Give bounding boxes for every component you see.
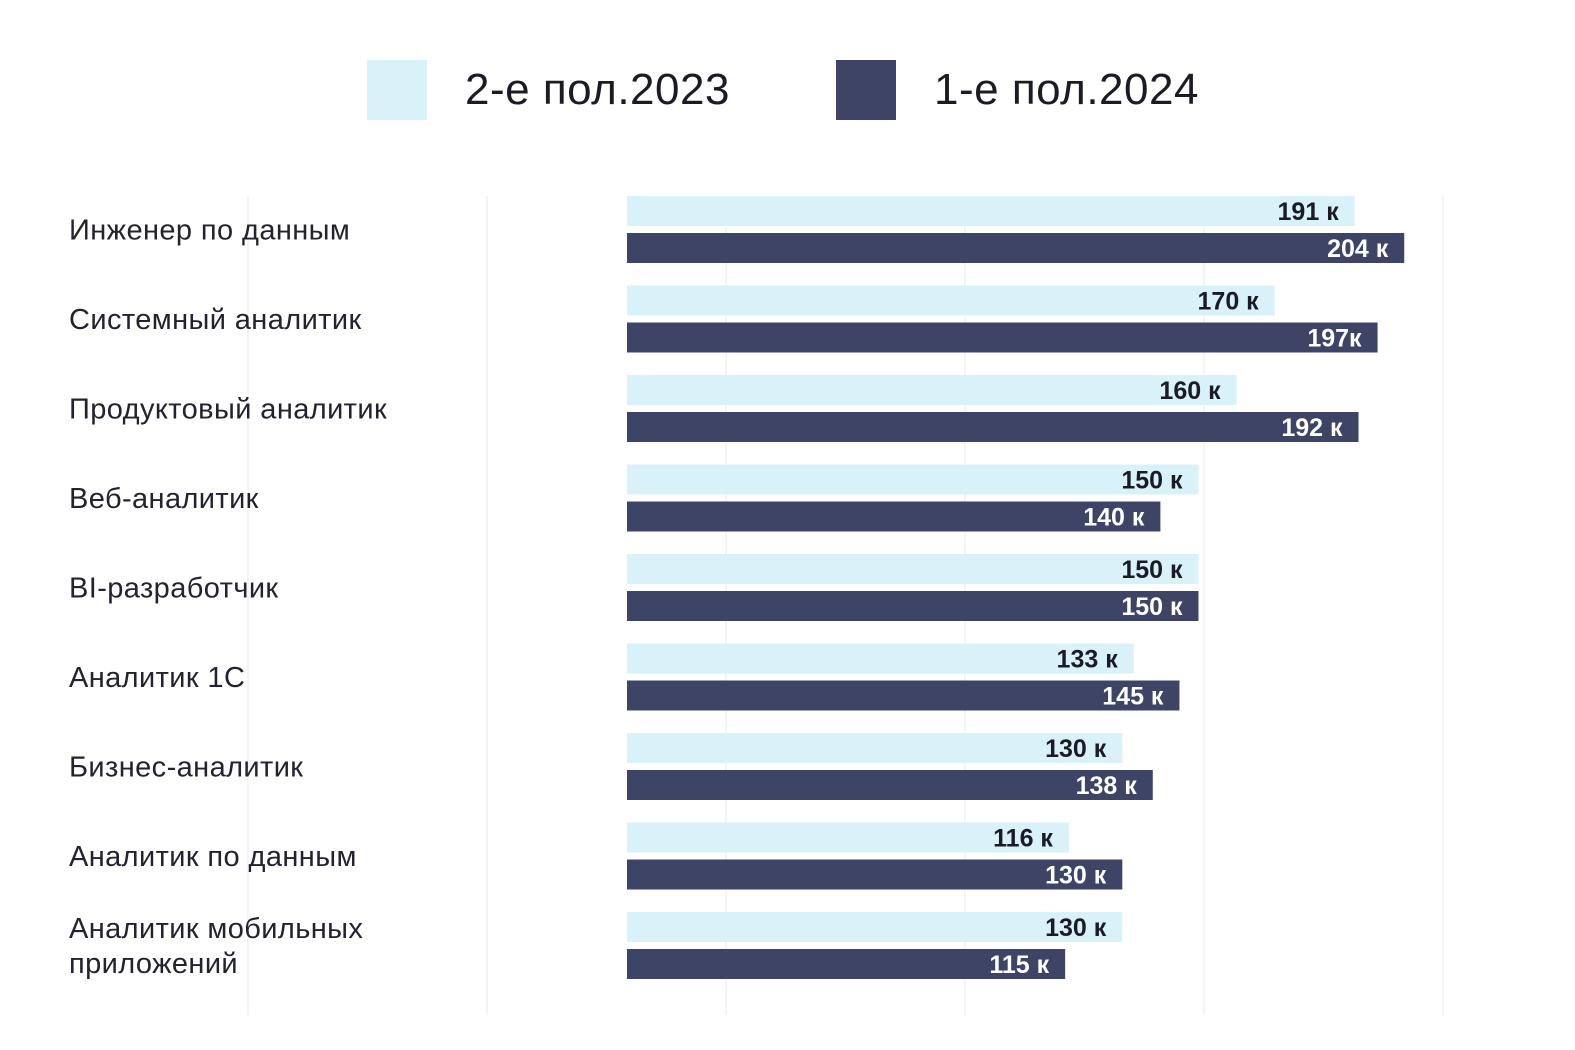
legend-swatch-2023h2	[367, 60, 427, 120]
bar-2024h1	[627, 322, 1378, 353]
bar-2024h1	[627, 770, 1153, 800]
data-label: 115 к	[989, 951, 1049, 979]
bar-2024h1	[627, 412, 1359, 442]
bar-2023h2	[627, 733, 1123, 763]
data-label: 116 к	[993, 825, 1053, 853]
data-label: 170 к	[1198, 288, 1260, 316]
category-label: Аналитик 1С	[69, 662, 245, 694]
category-label: BI-разработчик	[69, 573, 279, 605]
bar-2023h2	[627, 643, 1134, 674]
bar-2023h2	[627, 822, 1069, 853]
data-label: 130 к	[1045, 862, 1107, 890]
category-label: Системный аналитик	[69, 304, 362, 336]
data-label: 140 к	[1083, 504, 1145, 532]
data-label: 130 к	[1045, 914, 1107, 942]
bar-2024h1	[627, 501, 1161, 532]
category-label: Веб-аналитик	[69, 483, 259, 515]
data-label: 191 к	[1278, 198, 1340, 226]
data-label: 130 к	[1045, 735, 1107, 763]
data-label: 197к	[1307, 325, 1362, 353]
bar-2024h1	[627, 591, 1199, 621]
data-label: 150 к	[1121, 467, 1183, 495]
category-label: Инженер по данным	[69, 215, 350, 247]
data-label: 150 к	[1121, 556, 1183, 584]
bar-2023h2	[627, 464, 1199, 495]
bar-2023h2	[627, 554, 1199, 584]
legend-swatch-2024h1	[836, 60, 896, 120]
legend-label-2024h1: 1-е пол.2024	[934, 65, 1199, 114]
legend-item-2023h2: 2-е пол.2023	[367, 60, 730, 120]
data-label: 204 к	[1327, 235, 1389, 263]
category-label: Аналитик по данным	[69, 841, 357, 873]
data-label: 145 к	[1102, 683, 1164, 711]
bar-2024h1	[627, 949, 1066, 979]
bar-2024h1	[627, 680, 1180, 711]
bar-2023h2	[627, 912, 1123, 942]
category-label: Продуктовый аналитик	[69, 394, 387, 426]
bar-2023h2	[627, 196, 1355, 226]
bar-2023h2	[627, 285, 1275, 316]
bar-2024h1	[627, 233, 1405, 263]
data-label: 150 к	[1121, 593, 1183, 621]
legend-item-2024h1: 1-е пол.2024	[836, 60, 1199, 120]
bar-2023h2	[627, 375, 1237, 405]
data-label: 160 к	[1159, 377, 1221, 405]
legend: 2-е пол.2023 1-е пол.2024	[0, 0, 1575, 140]
bar-2024h1	[627, 859, 1123, 890]
category-label: Аналитик мобильных приложений	[69, 913, 363, 980]
legend-label-2023h2: 2-е пол.2023	[465, 65, 730, 114]
data-label: 138 к	[1076, 772, 1138, 800]
category-label: Бизнес-аналитик	[69, 752, 303, 784]
data-label: 133 к	[1057, 646, 1119, 674]
data-label: 192 к	[1281, 414, 1343, 442]
